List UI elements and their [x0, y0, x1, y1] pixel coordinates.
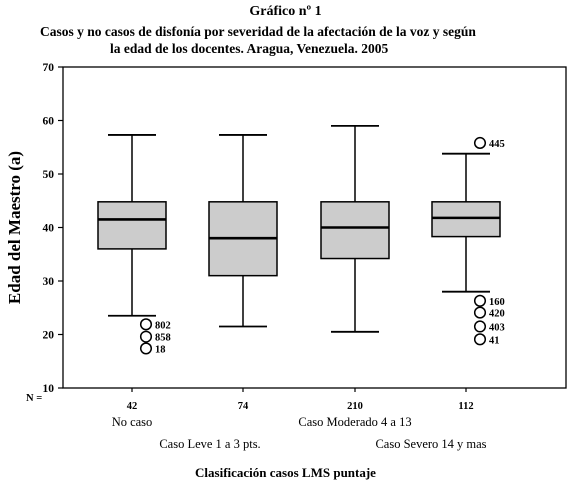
chart-title-line-3: la edad de los docentes. Aragua, Venezue… [110, 41, 389, 56]
x-axis-title: Clasificación casos LMS puntaje [195, 465, 376, 480]
iqr-box [97, 201, 167, 250]
n-value: 112 [458, 401, 473, 412]
n-value: 42 [127, 401, 138, 412]
chart-title-line-2: Casos y no casos de disfonía por severid… [40, 24, 476, 39]
outlier-point [473, 294, 487, 307]
y-tick-label: 10 [43, 383, 55, 395]
category-label: Caso Leve 1 a 3 pts. [159, 437, 260, 451]
outlier-point [473, 136, 487, 150]
category-label: Caso Moderado 4 a 13 [298, 415, 411, 429]
outlier-label: 445 [489, 139, 505, 150]
y-tick-label: 60 [43, 116, 55, 128]
outlier-point [473, 320, 487, 333]
outlier-label: 18 [155, 344, 166, 355]
y-axis-title: Edad del Maestro (a) [5, 151, 24, 304]
category-label: No caso [112, 415, 153, 429]
outlier-point [473, 306, 487, 319]
outlier-label: 802 [155, 320, 171, 331]
iqr-box [320, 201, 390, 260]
outlier-point [139, 342, 153, 355]
outlier-label: 403 [489, 322, 505, 333]
outlier-label: 858 [155, 333, 171, 344]
outlier-point [473, 333, 487, 346]
outlier-label: 160 [489, 297, 505, 308]
chart-title-line-1: Gráfico nº 1 [249, 4, 322, 19]
outlier-label: 420 [489, 309, 505, 320]
y-tick-label: 40 [43, 223, 55, 235]
outlier-point [139, 330, 153, 343]
outlier-point [139, 318, 153, 331]
category-label: Caso Severo 14 y mas [375, 437, 486, 451]
iqr-box [431, 201, 501, 238]
y-tick-label: 30 [43, 276, 55, 288]
n-value: 210 [347, 401, 363, 412]
y-tick-label: 50 [43, 169, 55, 181]
outlier-label: 41 [489, 335, 500, 346]
n-prefix-label: N = [26, 393, 42, 404]
n-value: 74 [238, 401, 249, 412]
y-tick-label: 20 [43, 330, 55, 342]
y-tick-label: 70 [43, 62, 55, 74]
